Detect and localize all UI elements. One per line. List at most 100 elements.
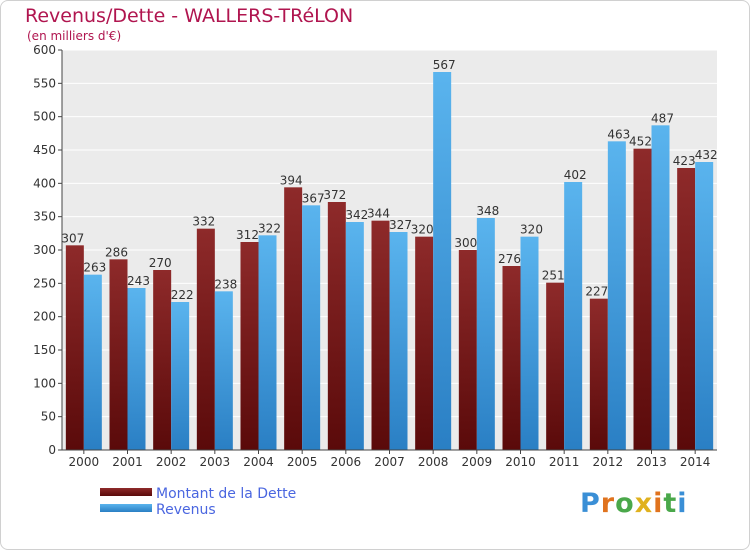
value-label-dette: 300 (454, 236, 477, 250)
y-tick-label: 400 (33, 176, 56, 190)
bar-revenus (695, 162, 714, 450)
y-tick-label: 450 (33, 143, 56, 157)
y-tick-label: 0 (48, 443, 56, 457)
bar-dette (633, 148, 652, 450)
value-label-dette: 423 (673, 154, 696, 168)
y-tick-label: 50 (41, 410, 56, 424)
y-tick-label: 600 (33, 43, 56, 57)
bar-dette (546, 282, 565, 450)
legend-swatch-revenus (100, 504, 152, 512)
value-label-revenus: 320 (520, 223, 543, 237)
y-tick-label: 200 (33, 310, 56, 324)
value-label-dette: 286 (105, 245, 128, 259)
bar-revenus (476, 218, 495, 450)
x-axis-ticks: 2000 2001 2002 2003 2004 2005 2006 2007 2008 2009… (69, 450, 711, 469)
chart-subtitle: (en milliers d'€) (27, 29, 122, 43)
bar-dette (327, 202, 346, 450)
value-label-dette: 344 (367, 207, 390, 221)
bar-revenus (607, 141, 626, 451)
bar-revenus (345, 222, 364, 450)
bar-dette (65, 245, 84, 450)
value-label-revenus: 238 (214, 277, 237, 291)
value-label-dette: 307 (61, 231, 84, 245)
bar-revenus (258, 235, 277, 450)
x-tick-label: 2001 (112, 455, 143, 469)
bar-dette (458, 250, 477, 450)
bar-revenus (302, 205, 321, 450)
legend-swatch-dette (100, 488, 152, 496)
legend-label-dette: Montant de la Dette (156, 486, 297, 502)
x-tick-label: 2007 (374, 455, 405, 469)
value-label-dette: 332 (192, 215, 215, 229)
value-label-dette: 452 (629, 135, 652, 149)
value-label-dette: 394 (280, 173, 303, 187)
bar-revenus (83, 274, 102, 450)
value-label-revenus: 487 (651, 111, 674, 125)
x-tick-label: 2002 (156, 455, 187, 469)
x-tick-label: 2000 (69, 455, 100, 469)
bars (65, 72, 714, 451)
value-label-revenus: 322 (258, 221, 281, 235)
x-tick-label: 2010 (505, 455, 536, 469)
proxiti-logo: Proxiti (580, 488, 688, 519)
value-label-revenus: 263 (83, 261, 106, 275)
value-label-revenus: 327 (389, 218, 412, 232)
bar-dette (196, 228, 215, 450)
chart-title: Revenus/Dette - WALLERS-TRéLON (25, 5, 354, 27)
bar-revenus (214, 291, 233, 450)
value-label-dette: 251 (542, 269, 565, 283)
bar-dette (240, 242, 259, 450)
bar-dette (153, 270, 172, 450)
bar-revenus (171, 302, 190, 450)
value-label-dette: 312 (236, 228, 259, 242)
x-tick-label: 2014 (680, 455, 711, 469)
x-tick-label: 2013 (636, 455, 667, 469)
value-label-dette: 227 (585, 285, 608, 299)
y-axis-ticks: 0 50 100 150 200 250 300 350 400 450 500 550 600 (33, 43, 62, 457)
x-tick-label: 2003 (200, 455, 231, 469)
bar-revenus (389, 232, 408, 450)
value-label-revenus: 222 (171, 288, 194, 302)
bar-dette (589, 298, 608, 450)
bar-dette (502, 266, 521, 450)
value-label-revenus: 342 (345, 208, 368, 222)
x-tick-label: 2005 (287, 455, 318, 469)
bar-revenus (564, 182, 583, 450)
bar-dette (109, 259, 128, 450)
bar-revenus (651, 125, 670, 450)
x-tick-label: 2006 (331, 455, 362, 469)
value-label-dette: 372 (323, 188, 346, 202)
value-label-revenus: 567 (433, 58, 456, 72)
value-label-revenus: 463 (607, 127, 630, 141)
value-label-revenus: 432 (695, 148, 718, 162)
bar-revenus (433, 72, 452, 450)
value-label-revenus: 367 (302, 191, 325, 205)
x-tick-label: 2011 (549, 455, 580, 469)
y-tick-label: 300 (33, 243, 56, 257)
value-label-dette: 320 (411, 223, 434, 237)
y-tick-label: 150 (33, 343, 56, 357)
x-tick-label: 2009 (462, 455, 493, 469)
x-tick-label: 2008 (418, 455, 449, 469)
legend-label-revenus: Revenus (156, 502, 216, 518)
y-tick-label: 250 (33, 276, 56, 290)
y-tick-label: 100 (33, 376, 56, 390)
y-tick-label: 550 (33, 76, 56, 90)
value-label-revenus: 402 (564, 168, 587, 182)
bar-revenus (127, 288, 146, 450)
x-tick-label: 2012 (593, 455, 624, 469)
y-tick-label: 500 (33, 110, 56, 124)
value-label-revenus: 348 (476, 204, 499, 218)
bar-dette (677, 168, 696, 450)
y-tick-label: 350 (33, 210, 56, 224)
x-tick-label: 2004 (243, 455, 274, 469)
bar-dette (415, 236, 434, 450)
value-label-revenus: 243 (127, 274, 150, 288)
bar-dette (284, 187, 303, 451)
bar-revenus (520, 236, 539, 450)
bar-dette (371, 220, 390, 450)
value-label-dette: 276 (498, 252, 521, 266)
value-label-dette: 270 (149, 256, 172, 270)
